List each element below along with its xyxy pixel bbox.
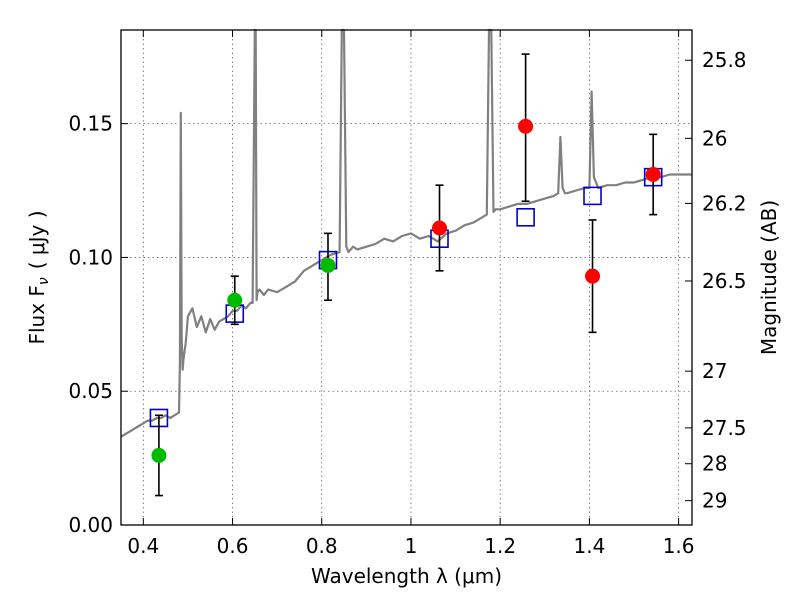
x-tick-label: 1.6 <box>663 534 695 558</box>
y-axis-label-main: Flux F <box>25 285 49 344</box>
y-tick-label: 0.00 <box>68 513 113 537</box>
x-tick-label: 0.6 <box>217 534 249 558</box>
spectrum-line <box>120 28 692 438</box>
right-tick-label: 26.5 <box>702 269 747 293</box>
x-tick-label: 1 <box>405 534 418 558</box>
observed-photometry-series <box>151 53 661 497</box>
x-tick-label: 1.2 <box>484 534 516 558</box>
right-axis-label: Magnitude (AB) <box>757 200 781 355</box>
model-photometry-marker <box>516 207 535 227</box>
y-axis-label-unit: ( μJy ) <box>25 210 49 269</box>
y-axis-label-sub: ν <box>36 277 52 285</box>
x-axis-label: Wavelength λ (μm) <box>311 564 502 588</box>
plot-frame <box>120 29 693 526</box>
x-tick-label: 1.4 <box>573 534 605 558</box>
x-tick-label: 0.8 <box>306 534 338 558</box>
observed-photometry-point <box>645 166 661 182</box>
observed-photometry-point <box>320 257 336 273</box>
observed-photometry-point <box>585 268 601 284</box>
x-tick-label: 0.4 <box>127 534 159 558</box>
observed-photometry-point <box>151 447 167 463</box>
y-tick-label: 0.10 <box>68 245 113 269</box>
axis-ticks: 0.4 0.6 0.8 1 1.2 1.4 1.6 0.00 0.05 0.10 0.15 25.8 2… <box>68 30 747 558</box>
model-photometry-marker <box>583 186 602 206</box>
right-tick-label: 27 <box>702 359 727 383</box>
y-tick-label: 0.05 <box>68 379 113 403</box>
right-tick-label: 26.2 <box>702 191 747 215</box>
right-tick-label: 25.8 <box>702 48 747 72</box>
observed-photometry-point <box>227 292 243 308</box>
y-axis-label: Flux Fν ( μJy ) <box>25 210 52 344</box>
observed-photometry-point <box>432 220 448 236</box>
observed-photometry-point <box>518 118 534 134</box>
right-tick-label: 28 <box>702 452 727 476</box>
model-photometry-series <box>149 167 663 428</box>
right-tick-label: 27.5 <box>702 416 747 440</box>
right-tick-label: 26 <box>702 126 727 150</box>
spectrum-series <box>120 28 692 438</box>
right-tick-label: 29 <box>702 489 727 513</box>
grid <box>121 30 692 526</box>
y-tick-label: 0.15 <box>68 112 113 136</box>
